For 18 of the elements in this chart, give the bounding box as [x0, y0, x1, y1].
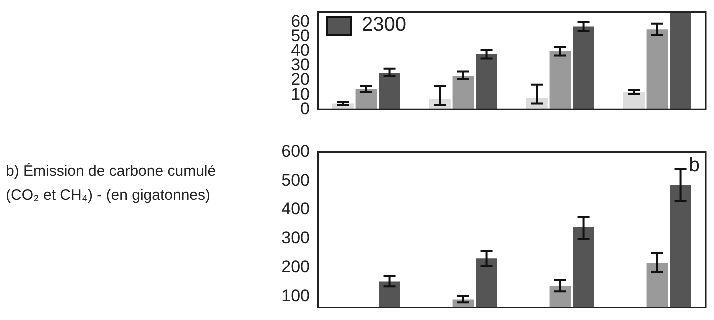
bar	[573, 26, 594, 110]
bar	[550, 51, 572, 110]
bar	[476, 54, 498, 110]
y-tick-label: 300	[282, 228, 310, 248]
y-axis-title: b) Émission de carbone cumulé (CO₂ et CH₄) - (en gigatonnes)	[6, 162, 218, 206]
bar	[670, 12, 692, 110]
legend-label: 2300	[362, 14, 406, 38]
y-tick-label: 200	[282, 258, 310, 277]
y-tick-label: 600	[282, 142, 310, 161]
bar	[624, 92, 645, 110]
bar	[379, 73, 400, 110]
annotation: b	[688, 154, 700, 177]
bar	[452, 76, 474, 110]
bar	[356, 89, 378, 110]
y-tick-label: 100	[282, 286, 310, 306]
y-tick-label: 400	[282, 200, 310, 219]
bar	[646, 30, 668, 110]
y-tick-label: 500	[282, 170, 310, 190]
